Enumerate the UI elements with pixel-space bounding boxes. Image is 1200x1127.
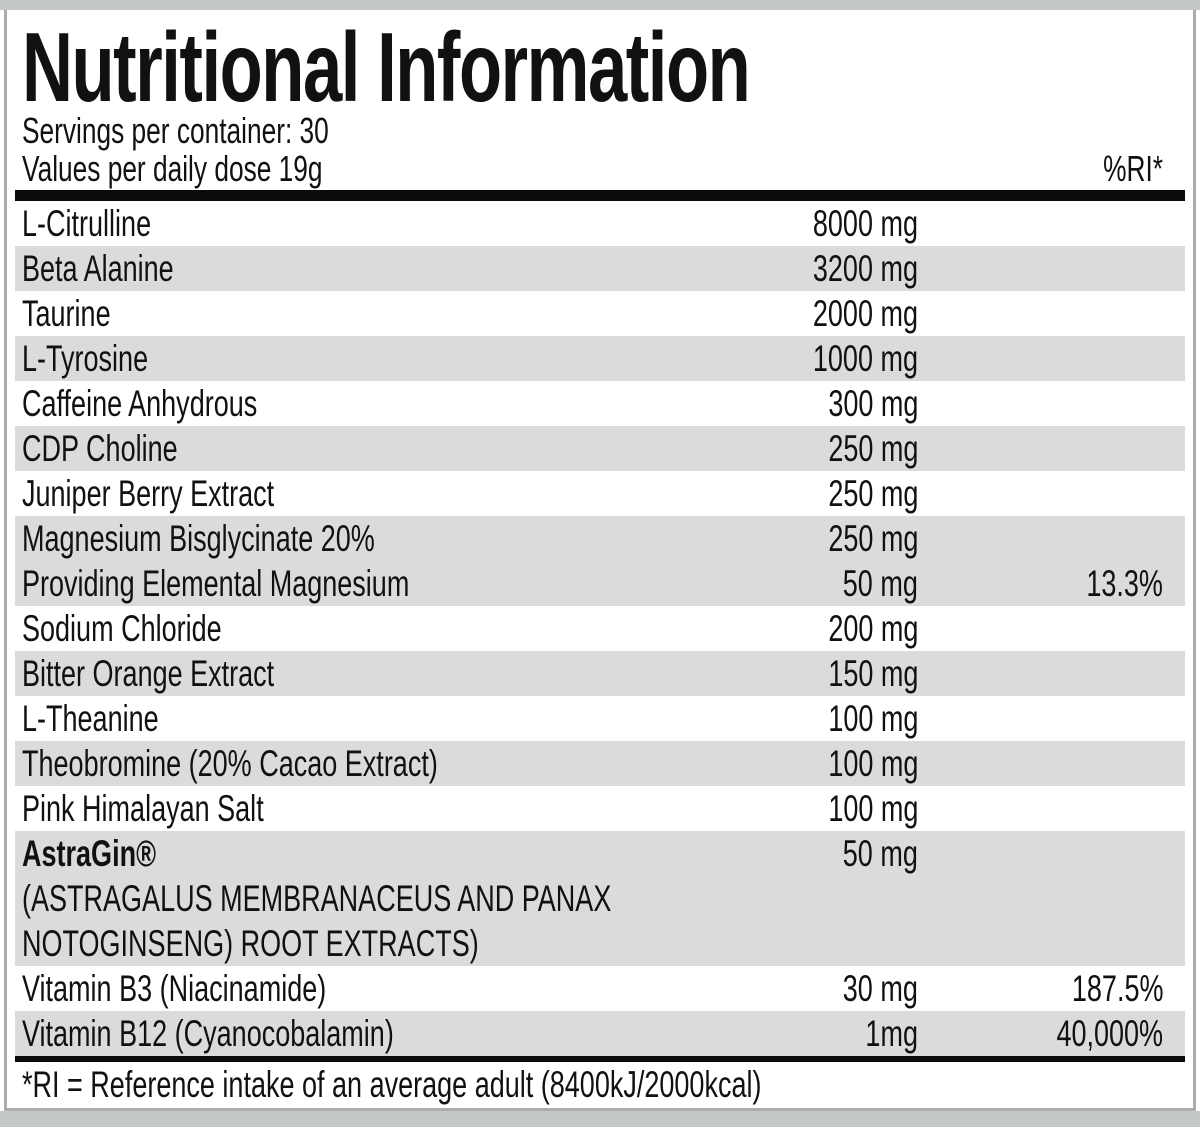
ingredient-amount: 2000 mg [812, 292, 918, 334]
background-strip-top [0, 0, 1200, 10]
ingredient-description-line: NOTOGINSENG) ROOT EXTRACTS) [22, 923, 479, 964]
ingredient-amount: 50 mg [842, 832, 918, 874]
values-line: Values per daily dose 19g %RI* [15, 150, 1185, 188]
servings-text: Servings per container: 30 [22, 110, 329, 151]
values-text: Values per daily dose 19g [22, 148, 323, 189]
ingredient-ri: 13.3% [1086, 562, 1163, 604]
servings-line: Servings per container: 30 [15, 112, 1185, 150]
table-row: Bitter Orange Extract 150 mg [15, 651, 1185, 696]
ingredient-amount: 100 mg [827, 742, 918, 784]
ingredient-ri [918, 653, 1185, 695]
ingredient-amount: 30 mg [842, 967, 918, 1009]
ingredient-name: Taurine [22, 292, 111, 334]
ingredient-name: Caffeine Anhydrous [22, 382, 258, 424]
nutrition-label: Nutritional Information Servings per con… [4, 10, 1196, 1111]
ingredient-ri [918, 833, 1185, 875]
table-row: L-Tyrosine 1000 mg [15, 336, 1185, 381]
ingredient-ri [918, 383, 1185, 425]
ingredient-name: CDP Choline [22, 427, 178, 469]
ingredient-ri [918, 248, 1185, 290]
footer-divider-bar [15, 1056, 1185, 1062]
ingredient-name: Bitter Orange Extract [22, 652, 275, 694]
ingredient-name: Vitamin B3 (Niacinamide) [22, 967, 327, 1009]
ingredient-ri [918, 473, 1185, 515]
ingredient-ri [918, 608, 1185, 650]
table-row: Vitamin B12 (Cyanocobalamin) 1mg 40,000% [15, 1011, 1185, 1056]
ingredient-name: Sodium Chloride [22, 607, 222, 649]
ingredient-name: L-Tyrosine [22, 337, 149, 379]
ingredient-amount: 250 mg [827, 517, 918, 559]
ingredient-ri [918, 428, 1185, 470]
ingredient-amount: 300 mg [827, 382, 918, 424]
ingredient-amount: 1mg [865, 1012, 918, 1054]
ingredient-name: Pink Himalayan Salt [22, 787, 264, 829]
table-row: L-Theanine 100 mg [15, 696, 1185, 741]
header-divider-bar [15, 190, 1185, 201]
ingredient-amount: 8000 mg [812, 202, 918, 244]
ingredient-amount: 1000 mg [812, 337, 918, 379]
ingredient-ri [918, 518, 1185, 560]
ingredient-amount: 150 mg [827, 652, 918, 694]
ingredient-name: Juniper Berry Extract [22, 472, 275, 514]
ingredient-amount: 200 mg [827, 607, 918, 649]
ingredient-name: L-Citrulline [22, 202, 152, 244]
ingredient-amount: 250 mg [827, 427, 918, 469]
ingredient-amount: 3200 mg [812, 247, 918, 289]
ingredient-description-line: (ASTRAGALUS MEMBRANACEUS AND PANAX [22, 878, 612, 919]
table-row: L-Citrulline 8000 mg [15, 201, 1185, 246]
ingredient-name: AstraGin® [22, 832, 156, 874]
table-row: Juniper Berry Extract 250 mg [15, 471, 1185, 516]
ingredient-ri [918, 788, 1185, 830]
table-row: Vitamin B3 (Niacinamide) 30 mg 187.5% [15, 966, 1185, 1011]
table-row: Sodium Chloride 200 mg [15, 606, 1185, 651]
page-title: Nutritional Information [15, 12, 1185, 122]
table-row: Magnesium Bisglycinate 20% 250 mg [15, 516, 1185, 561]
ingredient-amount: 100 mg [827, 697, 918, 739]
ingredient-name: Providing Elemental Magnesium [22, 562, 410, 604]
ingredient-ri [918, 743, 1185, 785]
table-row: Providing Elemental Magnesium 50 mg 13.3… [15, 561, 1185, 606]
ingredient-ri: 40,000% [1056, 1012, 1163, 1054]
ingredients-table: L-Citrulline 8000 mg Beta Alanine 3200 m… [15, 201, 1185, 1056]
background-strip-bottom [0, 1111, 1200, 1127]
ingredient-ri [918, 338, 1185, 380]
ingredient-amount: 50 mg [842, 562, 918, 604]
ingredient-amount: 100 mg [827, 787, 918, 829]
ri-column-header: %RI* [1103, 148, 1163, 189]
ingredient-name: Magnesium Bisglycinate 20% [22, 517, 375, 559]
ingredient-name: Theobromine (20% Cacao Extract) [22, 742, 438, 784]
table-row: Beta Alanine 3200 mg [15, 246, 1185, 291]
table-row: CDP Choline 250 mg [15, 426, 1185, 471]
table-row: Theobromine (20% Cacao Extract) 100 mg [15, 741, 1185, 786]
table-row: Taurine 2000 mg [15, 291, 1185, 336]
table-row: Pink Himalayan Salt 100 mg [15, 786, 1185, 831]
ingredient-name: Vitamin B12 (Cyanocobalamin) [22, 1012, 394, 1054]
table-row: Caffeine Anhydrous 300 mg [15, 381, 1185, 426]
ingredient-ri: 187.5% [1071, 967, 1163, 1009]
ingredient-amount: 250 mg [827, 472, 918, 514]
page-title-text: Nutritional Information [22, 12, 751, 122]
table-row: AstraGin® 50 mg [15, 831, 1185, 876]
ingredient-ri [918, 203, 1185, 245]
reference-intake-note: *RI = Reference intake of an average adu… [22, 1064, 762, 1105]
ingredient-ri [918, 293, 1185, 335]
table-row-astragin-block: AstraGin® 50 mg (ASTRAGALUS MEMBRANACEUS… [15, 831, 1185, 966]
ingredient-name: L-Theanine [22, 697, 159, 739]
ingredient-ri [918, 698, 1185, 740]
ingredient-name: Beta Alanine [22, 247, 174, 289]
